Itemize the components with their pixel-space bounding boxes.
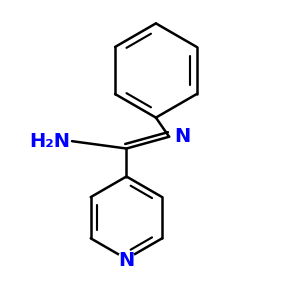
- Text: N: N: [174, 127, 191, 146]
- Text: N: N: [118, 251, 135, 270]
- Text: H₂N: H₂N: [29, 132, 70, 151]
